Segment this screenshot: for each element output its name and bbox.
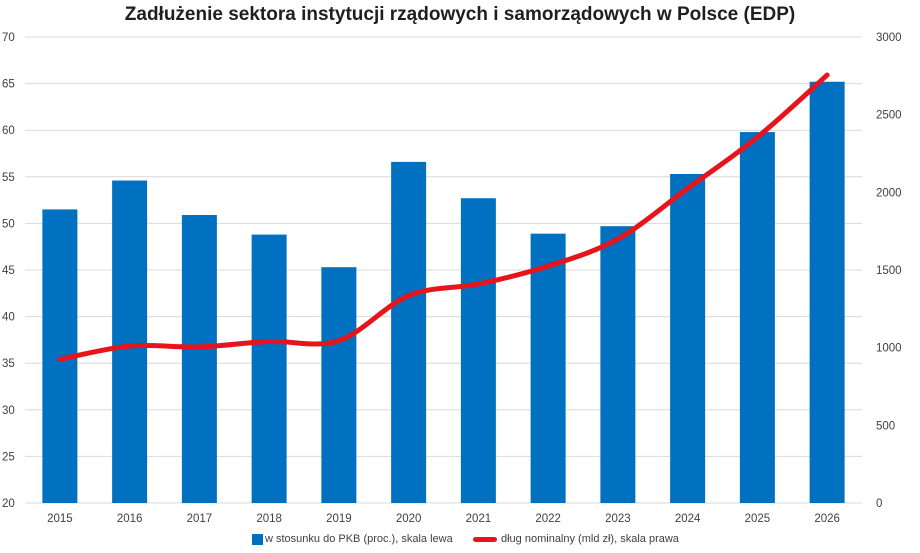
x-axis-tick-label: 2020 [396, 513, 422, 525]
x-axis-tick-label: 2024 [675, 513, 701, 525]
right-axis-tick-label: 2500 [876, 110, 902, 122]
bar [251, 234, 287, 504]
left-axis-tick-label: 40 [2, 312, 15, 324]
left-axis-ticks: 20 25 30 35 40 45 50 55 60 65 70 [2, 32, 15, 510]
legend: w stosunku do PKB (proc.), skala lewa dł… [0, 533, 920, 549]
line-series-path [57, 72, 830, 362]
bar [112, 180, 148, 503]
right-axis-tick-label: 1500 [876, 265, 902, 277]
bar [460, 198, 496, 503]
legend-item-line: dług nominalny (mld zł), skala prawa [473, 533, 679, 545]
right-axis-ticks: 0 500 1000 1500 2000 2500 3000 [876, 32, 902, 510]
x-axis-tick-label: 2019 [326, 513, 352, 525]
gridlines [25, 36, 862, 504]
x-axis-tick-label: 2016 [117, 513, 143, 525]
bar [181, 215, 217, 503]
bar [321, 267, 357, 503]
right-axis-tick-label: 3000 [876, 32, 902, 44]
x-axis-ticks: 2015 2016 2017 2018 2019 2020 2021 2022 2023 2024… [47, 513, 840, 525]
legend-label-line: dług nominalny (mld zł), skala prawa [501, 533, 679, 545]
x-axis-tick-label: 2021 [466, 513, 492, 525]
right-axis-tick-label: 0 [876, 498, 882, 510]
left-axis-tick-label: 65 [2, 79, 15, 91]
left-axis-tick-label: 45 [2, 265, 15, 277]
left-axis-tick-label: 25 [2, 451, 15, 463]
left-axis-tick-label: 30 [2, 405, 15, 417]
legend-swatch-bar [252, 533, 263, 545]
legend-swatch-line [473, 536, 497, 542]
left-axis-tick-label: 60 [2, 125, 15, 137]
bar [600, 226, 636, 504]
left-axis-tick-label: 35 [2, 358, 15, 370]
left-axis-tick-label: 20 [2, 498, 15, 510]
line-series [57, 72, 830, 362]
bar [391, 161, 427, 503]
legend-item-bars: w stosunku do PKB (proc.), skala lewa [252, 533, 453, 545]
bar [739, 132, 775, 503]
chart-title: Zadłużenie sektora instytucji rządowych … [124, 4, 796, 25]
left-axis-tick-label: 50 [2, 218, 15, 230]
bar-series [42, 81, 845, 504]
x-axis-tick-label: 2022 [535, 513, 561, 525]
bar [670, 174, 706, 503]
right-axis-tick-label: 1000 [876, 343, 902, 355]
x-axis-tick-label: 2025 [745, 513, 771, 525]
left-axis-tick-label: 55 [2, 172, 15, 184]
bar [530, 233, 566, 504]
right-axis-tick-label: 2000 [876, 187, 902, 199]
legend-label-bars: w stosunku do PKB (proc.), skala lewa [265, 533, 453, 545]
x-axis-tick-label: 2018 [256, 513, 282, 525]
x-axis-tick-label: 2017 [187, 513, 213, 525]
bar [809, 81, 845, 504]
right-axis-tick-label: 500 [876, 420, 895, 432]
x-axis-tick-label: 2023 [605, 513, 631, 525]
left-axis-tick-label: 70 [2, 32, 15, 44]
x-axis-tick-label: 2026 [814, 513, 840, 525]
x-axis-tick-label: 2015 [47, 513, 73, 525]
